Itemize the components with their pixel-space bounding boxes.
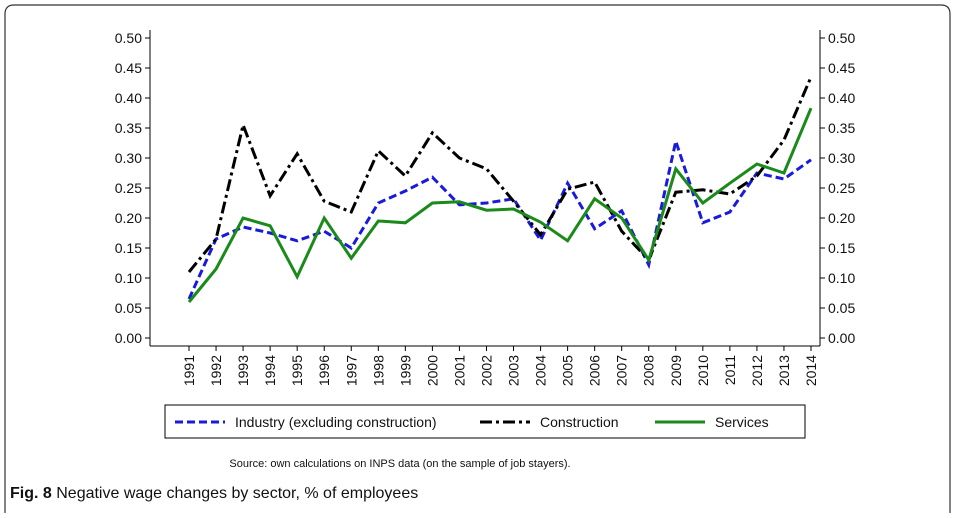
x-tick-label: 2006 xyxy=(587,355,603,386)
x-tick-label: 2008 xyxy=(641,355,657,386)
y-tick-label: 0.10 xyxy=(115,270,142,286)
x-tick-label: 1996 xyxy=(316,355,332,386)
x-tick-label: 1997 xyxy=(343,355,359,386)
frame xyxy=(4,4,951,513)
x-tick-label: 2009 xyxy=(668,355,684,386)
y2-tick-label: 0.25 xyxy=(828,180,855,196)
y2-tick-label: 0.50 xyxy=(828,30,855,46)
x-tick-label: 2002 xyxy=(478,355,494,386)
caption-label: Fig. 8 xyxy=(10,485,52,502)
x-tick-label: 1995 xyxy=(289,355,305,386)
y2-tick-label: 0.10 xyxy=(828,270,855,286)
x-tick-label: 1999 xyxy=(397,355,413,386)
y-tick-label: 0.05 xyxy=(115,300,142,316)
y-tick-label: 0.50 xyxy=(115,30,142,46)
x-tick-label: 2013 xyxy=(776,355,792,386)
series-line xyxy=(187,76,813,273)
y-tick-label: 0.30 xyxy=(115,150,142,166)
y-tick-label: 0.25 xyxy=(115,180,142,196)
x-tick-label: 1994 xyxy=(262,355,278,386)
legend-label: Construction xyxy=(540,414,619,430)
caption: Fig. 8 Negative wage changes by sector, … xyxy=(10,485,418,502)
y2-tick-label: 0.30 xyxy=(828,150,855,166)
y-tick-label: 0.35 xyxy=(115,120,142,136)
y2-tick-label: 0.15 xyxy=(828,240,855,256)
source-note: Source: own calculations on INPS data (o… xyxy=(229,458,570,470)
y-tick-label: 0.00 xyxy=(115,330,142,346)
y2-tick-label: 0.00 xyxy=(828,330,855,346)
legend-label: Services xyxy=(715,414,769,430)
x-tick-label: 2004 xyxy=(533,355,549,386)
y2-tick-label: 0.40 xyxy=(828,90,855,106)
legend-label: Industry (excluding construction) xyxy=(235,414,437,430)
y2-tick-label: 0.05 xyxy=(828,300,855,316)
x-tick-label: 2010 xyxy=(695,355,711,386)
y-tick-label: 0.45 xyxy=(115,60,142,76)
x-tick-label: 1998 xyxy=(370,355,386,386)
x-tick-label: 2011 xyxy=(722,355,738,385)
x-tick-label: 1993 xyxy=(235,355,251,386)
x-tick-label: 2001 xyxy=(451,355,467,386)
x-tick-label: 2007 xyxy=(614,355,630,386)
y-tick-label: 0.40 xyxy=(115,90,142,106)
y2-tick-label: 0.35 xyxy=(828,120,855,136)
x-tick-label: 2003 xyxy=(506,355,522,386)
x-tick-label: 2000 xyxy=(424,355,440,386)
series-line xyxy=(187,107,813,303)
x-tick-label: 1992 xyxy=(208,355,224,386)
y-tick-label: 0.15 xyxy=(115,240,142,256)
series-line xyxy=(187,135,812,300)
y-tick-label: 0.20 xyxy=(115,210,142,226)
x-tick-label: 1991 xyxy=(181,355,197,386)
x-tick-label: 2014 xyxy=(803,355,819,386)
y2-tick-label: 0.45 xyxy=(828,60,855,76)
x-tick-label: 2012 xyxy=(749,355,765,386)
y2-tick-label: 0.20 xyxy=(828,210,855,226)
legend-box xyxy=(164,404,806,439)
x-tick-label: 2005 xyxy=(560,355,576,386)
caption-text: Negative wage changes by sector, % of em… xyxy=(56,485,418,502)
